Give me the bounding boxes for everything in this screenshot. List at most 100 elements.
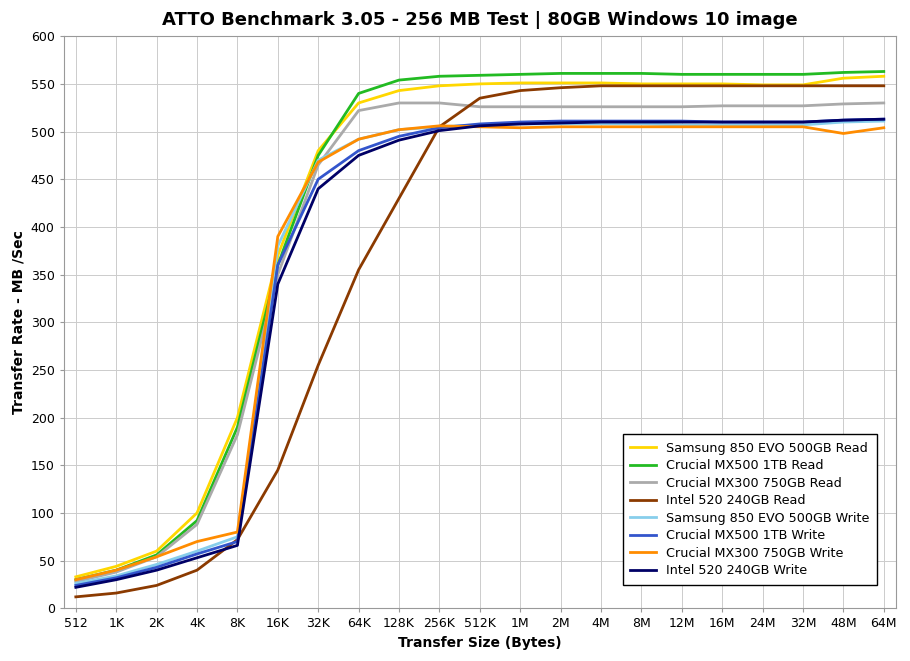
Crucial MX300 750GB Write bbox=[313, 158, 324, 166]
Crucial MX500 1TB Write bbox=[393, 132, 404, 140]
Intel 520 240GB Read bbox=[70, 593, 81, 601]
Crucial MX500 1TB Write bbox=[878, 115, 889, 123]
Intel 520 240GB Write bbox=[838, 116, 849, 124]
Line: Intel 520 240GB Write: Intel 520 240GB Write bbox=[76, 119, 884, 588]
Crucial MX500 1TB Read bbox=[232, 423, 243, 431]
Intel 520 240GB Write bbox=[272, 280, 283, 288]
Intel 520 240GB Read bbox=[191, 566, 202, 574]
Samsung 850 EVO 500GB Read bbox=[797, 81, 808, 89]
Samsung 850 EVO 500GB Write bbox=[717, 121, 728, 129]
Samsung 850 EVO 500GB Read bbox=[717, 80, 728, 88]
Intel 520 240GB Write bbox=[878, 115, 889, 123]
Crucial MX500 1TB Write bbox=[151, 563, 162, 571]
Intel 520 240GB Write bbox=[555, 119, 566, 127]
Crucial MX300 750GB Write bbox=[272, 233, 283, 241]
Intel 520 240GB Read bbox=[111, 589, 122, 597]
Intel 520 240GB Read bbox=[434, 123, 445, 131]
Crucial MX300 750GB Write bbox=[393, 126, 404, 134]
Intel 520 240GB Read bbox=[232, 535, 243, 543]
Intel 520 240GB Read bbox=[353, 266, 364, 274]
Samsung 850 EVO 500GB Write bbox=[434, 123, 445, 131]
Crucial MX300 750GB Read bbox=[434, 99, 445, 107]
Crucial MX300 750GB Write bbox=[191, 537, 202, 545]
Samsung 850 EVO 500GB Read bbox=[434, 82, 445, 90]
Intel 520 240GB Write bbox=[717, 118, 728, 126]
Crucial MX300 750GB Write bbox=[636, 123, 647, 131]
Samsung 850 EVO 500GB Write bbox=[232, 533, 243, 541]
Samsung 850 EVO 500GB Read bbox=[757, 81, 768, 89]
Crucial MX500 1TB Read bbox=[474, 71, 485, 79]
Crucial MX500 1TB Write bbox=[797, 118, 808, 126]
Crucial MX500 1TB Read bbox=[757, 70, 768, 78]
Crucial MX500 1TB Write bbox=[717, 118, 728, 126]
Crucial MX300 750GB Read bbox=[636, 103, 647, 111]
Samsung 850 EVO 500GB Read bbox=[232, 414, 243, 422]
Intel 520 240GB Read bbox=[393, 194, 404, 202]
Line: Crucial MX300 750GB Read: Crucial MX300 750GB Read bbox=[76, 103, 884, 582]
Crucial MX300 750GB Read bbox=[151, 553, 162, 561]
Crucial MX500 1TB Read bbox=[838, 69, 849, 77]
Intel 520 240GB Write bbox=[757, 118, 768, 126]
Crucial MX500 1TB Write bbox=[272, 261, 283, 269]
Samsung 850 EVO 500GB Read bbox=[111, 563, 122, 570]
Samsung 850 EVO 500GB Read bbox=[272, 252, 283, 260]
Crucial MX500 1TB Write bbox=[434, 124, 445, 132]
Line: Samsung 850 EVO 500GB Write: Samsung 850 EVO 500GB Write bbox=[76, 121, 884, 584]
Crucial MX500 1TB Read bbox=[151, 551, 162, 559]
Line: Samsung 850 EVO 500GB Read: Samsung 850 EVO 500GB Read bbox=[76, 76, 884, 577]
Samsung 850 EVO 500GB Write bbox=[676, 121, 687, 129]
Crucial MX300 750GB Read bbox=[717, 102, 728, 110]
Intel 520 240GB Write bbox=[515, 120, 526, 128]
Crucial MX500 1TB Write bbox=[353, 147, 364, 155]
Crucial MX300 750GB Read bbox=[757, 102, 768, 110]
Intel 520 240GB Write bbox=[393, 136, 404, 144]
Intel 520 240GB Read bbox=[676, 82, 687, 90]
Crucial MX500 1TB Write bbox=[757, 118, 768, 126]
Samsung 850 EVO 500GB Read bbox=[555, 79, 566, 87]
Crucial MX300 750GB Read bbox=[797, 102, 808, 110]
Crucial MX500 1TB Write bbox=[70, 582, 81, 590]
Crucial MX500 1TB Write bbox=[838, 116, 849, 124]
Intel 520 240GB Read bbox=[272, 466, 283, 474]
Samsung 850 EVO 500GB Write bbox=[313, 156, 324, 164]
Crucial MX500 1TB Read bbox=[313, 151, 324, 159]
Crucial MX500 1TB Read bbox=[353, 89, 364, 97]
Crucial MX300 750GB Read bbox=[353, 106, 364, 114]
Crucial MX500 1TB Write bbox=[676, 117, 687, 125]
Crucial MX300 750GB Read bbox=[191, 520, 202, 528]
Crucial MX500 1TB Read bbox=[555, 69, 566, 77]
Intel 520 240GB Write bbox=[676, 118, 687, 126]
Intel 520 240GB Read bbox=[313, 361, 324, 369]
Crucial MX300 750GB Write bbox=[757, 123, 768, 131]
Crucial MX300 750GB Write bbox=[555, 123, 566, 131]
Crucial MX500 1TB Read bbox=[70, 576, 81, 584]
Line: Intel 520 240GB Read: Intel 520 240GB Read bbox=[76, 86, 884, 597]
Crucial MX300 750GB Read bbox=[393, 99, 404, 107]
Legend: Samsung 850 EVO 500GB Read, Crucial MX500 1TB Read, Crucial MX300 750GB Read, In: Samsung 850 EVO 500GB Read, Crucial MX50… bbox=[622, 434, 877, 585]
Samsung 850 EVO 500GB Write bbox=[474, 121, 485, 129]
Crucial MX300 750GB Write bbox=[474, 123, 485, 131]
Samsung 850 EVO 500GB Read bbox=[313, 147, 324, 155]
Samsung 850 EVO 500GB Read bbox=[676, 80, 687, 88]
Crucial MX300 750GB Read bbox=[555, 103, 566, 111]
Crucial MX300 750GB Read bbox=[474, 103, 485, 111]
Crucial MX300 750GB Write bbox=[151, 553, 162, 561]
Crucial MX500 1TB Read bbox=[595, 69, 606, 77]
Intel 520 240GB Write bbox=[111, 576, 122, 584]
Crucial MX500 1TB Read bbox=[111, 566, 122, 574]
Crucial MX500 1TB Read bbox=[717, 70, 728, 78]
Crucial MX500 1TB Read bbox=[393, 76, 404, 84]
Crucial MX300 750GB Write bbox=[595, 123, 606, 131]
Crucial MX300 750GB Write bbox=[232, 528, 243, 536]
Crucial MX500 1TB Read bbox=[676, 70, 687, 78]
Intel 520 240GB Write bbox=[151, 566, 162, 574]
Samsung 850 EVO 500GB Write bbox=[636, 120, 647, 128]
Intel 520 240GB Read bbox=[151, 582, 162, 590]
Samsung 850 EVO 500GB Write bbox=[595, 120, 606, 128]
Intel 520 240GB Write bbox=[232, 541, 243, 549]
Samsung 850 EVO 500GB Write bbox=[393, 126, 404, 134]
Crucial MX300 750GB Write bbox=[70, 576, 81, 584]
Samsung 850 EVO 500GB Write bbox=[757, 121, 768, 129]
Crucial MX300 750GB Read bbox=[838, 100, 849, 108]
Samsung 850 EVO 500GB Write bbox=[797, 121, 808, 129]
